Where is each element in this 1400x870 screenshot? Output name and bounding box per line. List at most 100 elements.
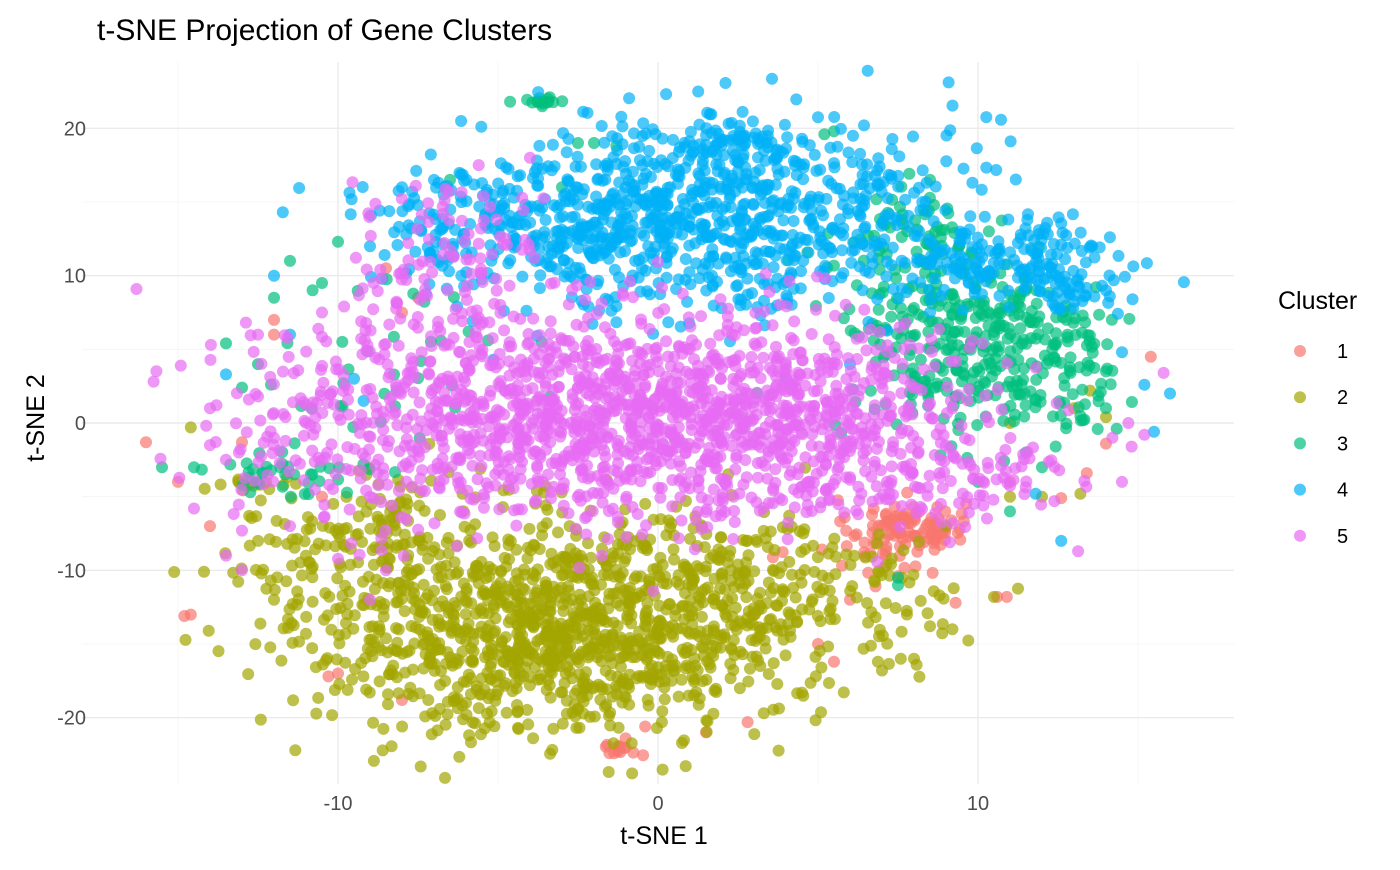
data-point bbox=[860, 344, 872, 356]
data-point bbox=[621, 491, 633, 503]
data-point bbox=[540, 257, 552, 269]
data-point bbox=[620, 181, 632, 193]
data-point bbox=[741, 612, 753, 624]
data-point bbox=[754, 600, 766, 612]
data-point bbox=[620, 531, 632, 543]
data-point bbox=[536, 232, 548, 244]
data-point bbox=[505, 613, 517, 625]
data-point bbox=[948, 326, 960, 338]
data-point bbox=[433, 572, 445, 584]
data-point bbox=[1028, 317, 1040, 329]
data-point bbox=[653, 648, 665, 660]
data-point bbox=[822, 641, 834, 653]
data-point bbox=[585, 552, 597, 564]
data-point bbox=[620, 168, 632, 180]
data-point bbox=[655, 513, 667, 525]
data-point bbox=[697, 642, 709, 654]
data-point bbox=[521, 360, 533, 372]
data-point bbox=[601, 431, 613, 443]
data-point bbox=[599, 474, 611, 486]
data-point bbox=[280, 411, 292, 423]
data-point bbox=[255, 358, 267, 370]
scatter-points bbox=[131, 65, 1190, 784]
data-point bbox=[723, 118, 735, 130]
data-point bbox=[768, 657, 780, 669]
data-point bbox=[558, 569, 570, 581]
data-point bbox=[591, 436, 603, 448]
data-point bbox=[639, 498, 651, 510]
data-point bbox=[443, 603, 455, 615]
data-point bbox=[794, 569, 806, 581]
data-point bbox=[330, 525, 342, 537]
data-point bbox=[235, 443, 247, 455]
data-point bbox=[485, 385, 497, 397]
data-point bbox=[480, 631, 492, 643]
data-point bbox=[701, 503, 713, 515]
data-point bbox=[316, 277, 328, 289]
data-point bbox=[736, 266, 748, 278]
data-point bbox=[521, 94, 533, 106]
data-point bbox=[826, 541, 838, 553]
data-point bbox=[309, 484, 321, 496]
data-point bbox=[493, 503, 505, 515]
data-point bbox=[582, 312, 594, 324]
data-point bbox=[563, 175, 575, 187]
data-point bbox=[592, 244, 604, 256]
data-point bbox=[626, 737, 638, 749]
data-point bbox=[454, 428, 466, 440]
data-point bbox=[552, 526, 564, 538]
data-point bbox=[979, 377, 991, 389]
data-point bbox=[812, 551, 824, 563]
data-point bbox=[510, 520, 522, 532]
data-point bbox=[997, 415, 1009, 427]
data-point bbox=[739, 578, 751, 590]
data-point bbox=[779, 586, 791, 598]
data-point bbox=[554, 212, 566, 224]
data-point bbox=[1039, 222, 1051, 234]
data-point bbox=[815, 706, 827, 718]
data-point bbox=[845, 559, 857, 571]
data-point bbox=[1081, 365, 1093, 377]
data-point bbox=[828, 157, 840, 169]
data-point bbox=[609, 391, 621, 403]
data-point bbox=[687, 187, 699, 199]
data-point bbox=[848, 530, 860, 542]
data-point bbox=[976, 238, 988, 250]
data-point bbox=[626, 433, 638, 445]
data-point bbox=[835, 123, 847, 135]
data-point bbox=[785, 332, 797, 344]
data-point bbox=[852, 508, 864, 520]
data-point bbox=[640, 519, 652, 531]
data-point bbox=[1100, 402, 1112, 414]
data-point bbox=[293, 182, 305, 194]
data-point bbox=[436, 435, 448, 447]
data-point bbox=[995, 114, 1007, 126]
data-point bbox=[320, 654, 332, 666]
data-point bbox=[835, 272, 847, 284]
data-point bbox=[947, 100, 959, 112]
data-point bbox=[1061, 242, 1073, 254]
data-point bbox=[608, 737, 620, 749]
data-point bbox=[768, 582, 780, 594]
data-point bbox=[857, 178, 869, 190]
data-point bbox=[662, 160, 674, 172]
data-point bbox=[748, 176, 760, 188]
data-point bbox=[392, 239, 404, 251]
data-point bbox=[519, 584, 531, 596]
data-point bbox=[694, 563, 706, 575]
data-point bbox=[467, 655, 479, 667]
data-point bbox=[907, 131, 919, 143]
data-point bbox=[913, 671, 925, 683]
data-point bbox=[300, 550, 312, 562]
data-point bbox=[545, 492, 557, 504]
data-point bbox=[623, 597, 635, 609]
data-point bbox=[915, 595, 927, 607]
data-point bbox=[721, 184, 733, 196]
data-point bbox=[782, 533, 794, 545]
data-point bbox=[518, 564, 530, 576]
data-point bbox=[402, 578, 414, 590]
data-point bbox=[541, 684, 553, 696]
data-point bbox=[446, 657, 458, 669]
data-point bbox=[533, 140, 545, 152]
data-point bbox=[344, 586, 356, 598]
